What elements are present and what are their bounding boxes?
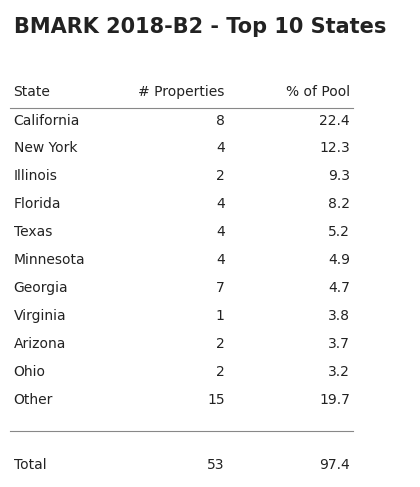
Text: Illinois: Illinois	[13, 169, 58, 184]
Text: Ohio: Ohio	[13, 365, 45, 379]
Text: New York: New York	[13, 141, 77, 155]
Text: Florida: Florida	[13, 197, 61, 211]
Text: Other: Other	[13, 393, 53, 407]
Text: 4: 4	[216, 225, 225, 239]
Text: 4: 4	[216, 253, 225, 267]
Text: 19.7: 19.7	[319, 393, 350, 407]
Text: 4: 4	[216, 141, 225, 155]
Text: 2: 2	[216, 365, 225, 379]
Text: % of Pool: % of Pool	[286, 85, 350, 99]
Text: Arizona: Arizona	[13, 337, 66, 351]
Text: Minnesota: Minnesota	[13, 253, 85, 267]
Text: 3.7: 3.7	[328, 337, 350, 351]
Text: 8: 8	[216, 113, 225, 128]
Text: 3.8: 3.8	[328, 309, 350, 323]
Text: # Properties: # Properties	[138, 85, 225, 99]
Text: 4: 4	[216, 197, 225, 211]
Text: California: California	[13, 113, 80, 128]
Text: Virginia: Virginia	[13, 309, 66, 323]
Text: 1: 1	[216, 309, 225, 323]
Text: 2: 2	[216, 169, 225, 184]
Text: 9.3: 9.3	[328, 169, 350, 184]
Text: 22.4: 22.4	[319, 113, 350, 128]
Text: Total: Total	[13, 458, 46, 472]
Text: 7: 7	[216, 281, 225, 295]
Text: State: State	[13, 85, 50, 99]
Text: 4.9: 4.9	[328, 253, 350, 267]
Text: 12.3: 12.3	[319, 141, 350, 155]
Text: 5.2: 5.2	[328, 225, 350, 239]
Text: Georgia: Georgia	[13, 281, 68, 295]
Text: Texas: Texas	[13, 225, 52, 239]
Text: 2: 2	[216, 337, 225, 351]
Text: 97.4: 97.4	[319, 458, 350, 472]
Text: 3.2: 3.2	[328, 365, 350, 379]
Text: BMARK 2018-B2 - Top 10 States: BMARK 2018-B2 - Top 10 States	[13, 17, 386, 37]
Text: 15: 15	[207, 393, 225, 407]
Text: 53: 53	[207, 458, 225, 472]
Text: 8.2: 8.2	[328, 197, 350, 211]
Text: 4.7: 4.7	[328, 281, 350, 295]
